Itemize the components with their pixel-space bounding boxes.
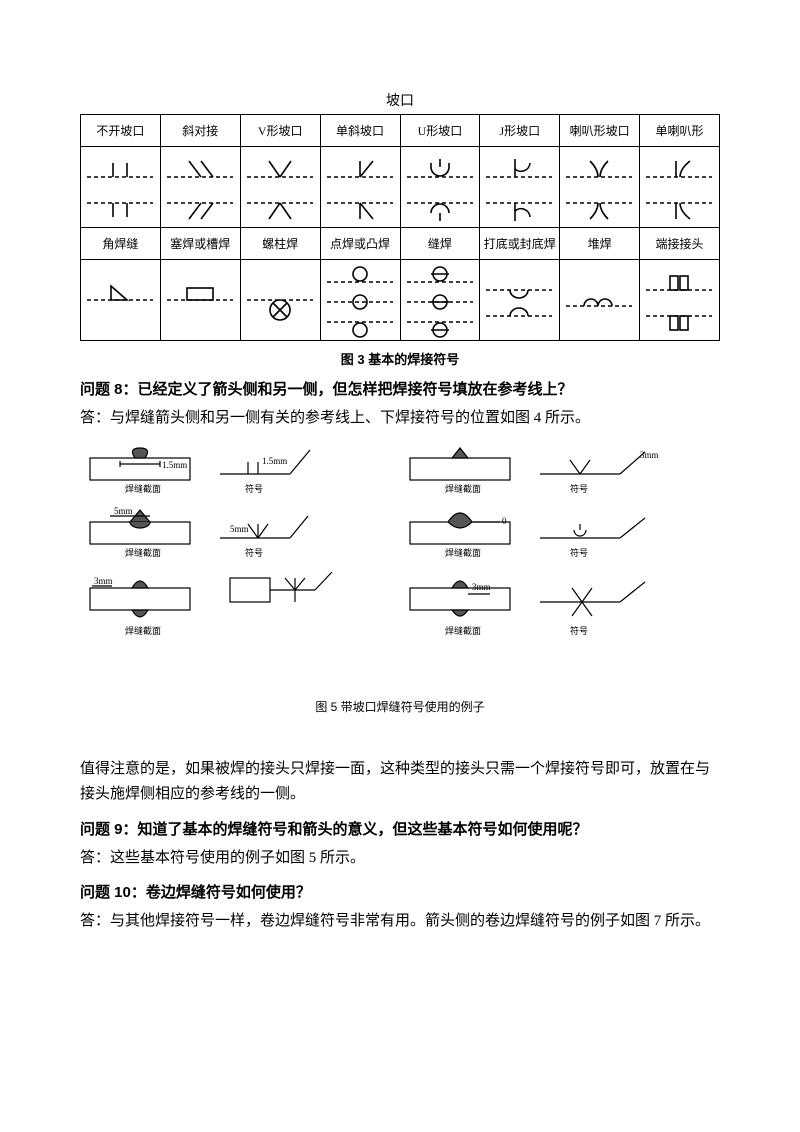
col-header: J形坡口 — [480, 115, 560, 147]
symbol-cell-bevel — [320, 147, 400, 228]
dim-label: 3mm — [640, 450, 659, 460]
table-row — [81, 260, 720, 341]
note-paragraph: 值得注意的是，如果被焊的接头只焊接一面，这种类型的接头只需一个焊接符号即可，放置… — [80, 757, 720, 808]
dim-label: 0 — [502, 516, 507, 526]
dim-label: 1.5mm — [262, 456, 287, 466]
table-row — [81, 147, 720, 228]
symbol-cell-u — [400, 147, 480, 228]
question-10: 问题 10：卷边焊缝符号如何使用？ — [80, 881, 720, 905]
question-9: 问题 9：知道了基本的焊缝符号和箭头的意义，但这些基本符号如何使用呢？ — [80, 818, 720, 842]
section-label: 焊缝截面 — [125, 547, 161, 558]
col-header: U形坡口 — [400, 115, 480, 147]
symbol-label: 符号 — [570, 625, 588, 636]
section-label: 焊缝截面 — [445, 625, 481, 636]
symbol-label: 符号 — [570, 483, 588, 494]
col-header: 螺柱焊 — [240, 228, 320, 260]
symbol-cell-surfacing — [560, 260, 640, 341]
symbol-cell-v — [240, 147, 320, 228]
col-header: 斜对接 — [160, 115, 240, 147]
section-label: 焊缝截面 — [445, 483, 481, 494]
symbol-cell-seam — [400, 260, 480, 341]
section-label: 焊缝截面 — [125, 483, 161, 494]
col-header: 角焊缝 — [81, 228, 161, 260]
section-label: 焊缝截面 — [445, 547, 481, 558]
col-header: 喇叭形坡口 — [560, 115, 640, 147]
col-header: 单斜坡口 — [320, 115, 400, 147]
dim-label: 5mm — [230, 524, 249, 534]
dim-label: 3mm — [472, 582, 491, 592]
table-row: 角焊缝 塞焊或槽焊 螺柱焊 点焊或凸焊 缝焊 打底或封底焊 堆焊 端接接头 — [81, 228, 720, 260]
symbol-cell-flare-bevel — [640, 147, 720, 228]
col-header: 点焊或凸焊 — [320, 228, 400, 260]
symbol-cell-fillet — [81, 260, 161, 341]
symbol-label: 符号 — [245, 483, 263, 494]
answer-10: 答：与其他焊接符号一样，卷边焊缝符号非常有用。箭头侧的卷边焊缝符号的例子如图 7… — [80, 909, 720, 935]
symbol-cell-spot — [320, 260, 400, 341]
symbol-cell-j — [480, 147, 560, 228]
symbol-cell-plug — [160, 260, 240, 341]
col-header: 堆焊 — [560, 228, 640, 260]
col-header: 不开坡口 — [81, 115, 161, 147]
col-header: V形坡口 — [240, 115, 320, 147]
table-title: 坡口 — [80, 90, 720, 110]
section-label: 焊缝截面 — [125, 625, 161, 636]
dim-label: 5mm — [114, 506, 133, 516]
col-header: 缝焊 — [400, 228, 480, 260]
table-row: 不开坡口 斜对接 V形坡口 单斜坡口 U形坡口 J形坡口 喇叭形坡口 单喇叭形 — [81, 115, 720, 147]
symbol-cell-back — [480, 260, 560, 341]
groove-symbol-table: 不开坡口 斜对接 V形坡口 单斜坡口 U形坡口 J形坡口 喇叭形坡口 单喇叭形 — [80, 114, 720, 341]
col-header: 塞焊或槽焊 — [160, 228, 240, 260]
dim-label: 3mm — [94, 576, 113, 586]
col-header: 打底或封底焊 — [480, 228, 560, 260]
symbol-label: 符号 — [245, 547, 263, 558]
symbol-cell-edge — [640, 260, 720, 341]
col-header: 端接接头 — [640, 228, 720, 260]
symbol-cell-stud — [240, 260, 320, 341]
symbol-label: 符号 — [570, 547, 588, 558]
figure5: 1.5mm 焊缝截面 1.5mm 符号 焊缝截面 3mm 符号 5mm 焊缝截面 — [80, 444, 720, 715]
answer-9: 答：这些基本符号使用的例子如图 5 所示。 — [80, 846, 720, 872]
symbol-cell-scarf — [160, 147, 240, 228]
answer-8: 答：与焊缝箭头侧和另一侧有关的参考线上、下焊接符号的位置如图 4 所示。 — [80, 406, 720, 432]
document-page: 坡口 不开坡口 斜对接 V形坡口 单斜坡口 U形坡口 J形坡口 喇叭形坡口 单喇… — [0, 0, 800, 995]
symbol-cell-flare-v — [560, 147, 640, 228]
col-header: 单喇叭形 — [640, 115, 720, 147]
symbol-cell-square — [81, 147, 161, 228]
question-8: 问题 8：已经定义了箭头侧和另一侧，但怎样把焊接符号填放在参考线上？ — [80, 378, 720, 402]
figure3-caption: 图 3 基本的焊接符号 — [80, 349, 720, 368]
dim-label: 1.5mm — [162, 460, 187, 470]
figure5-caption: 图 5 带坡口焊缝符号使用的例子 — [80, 698, 720, 715]
